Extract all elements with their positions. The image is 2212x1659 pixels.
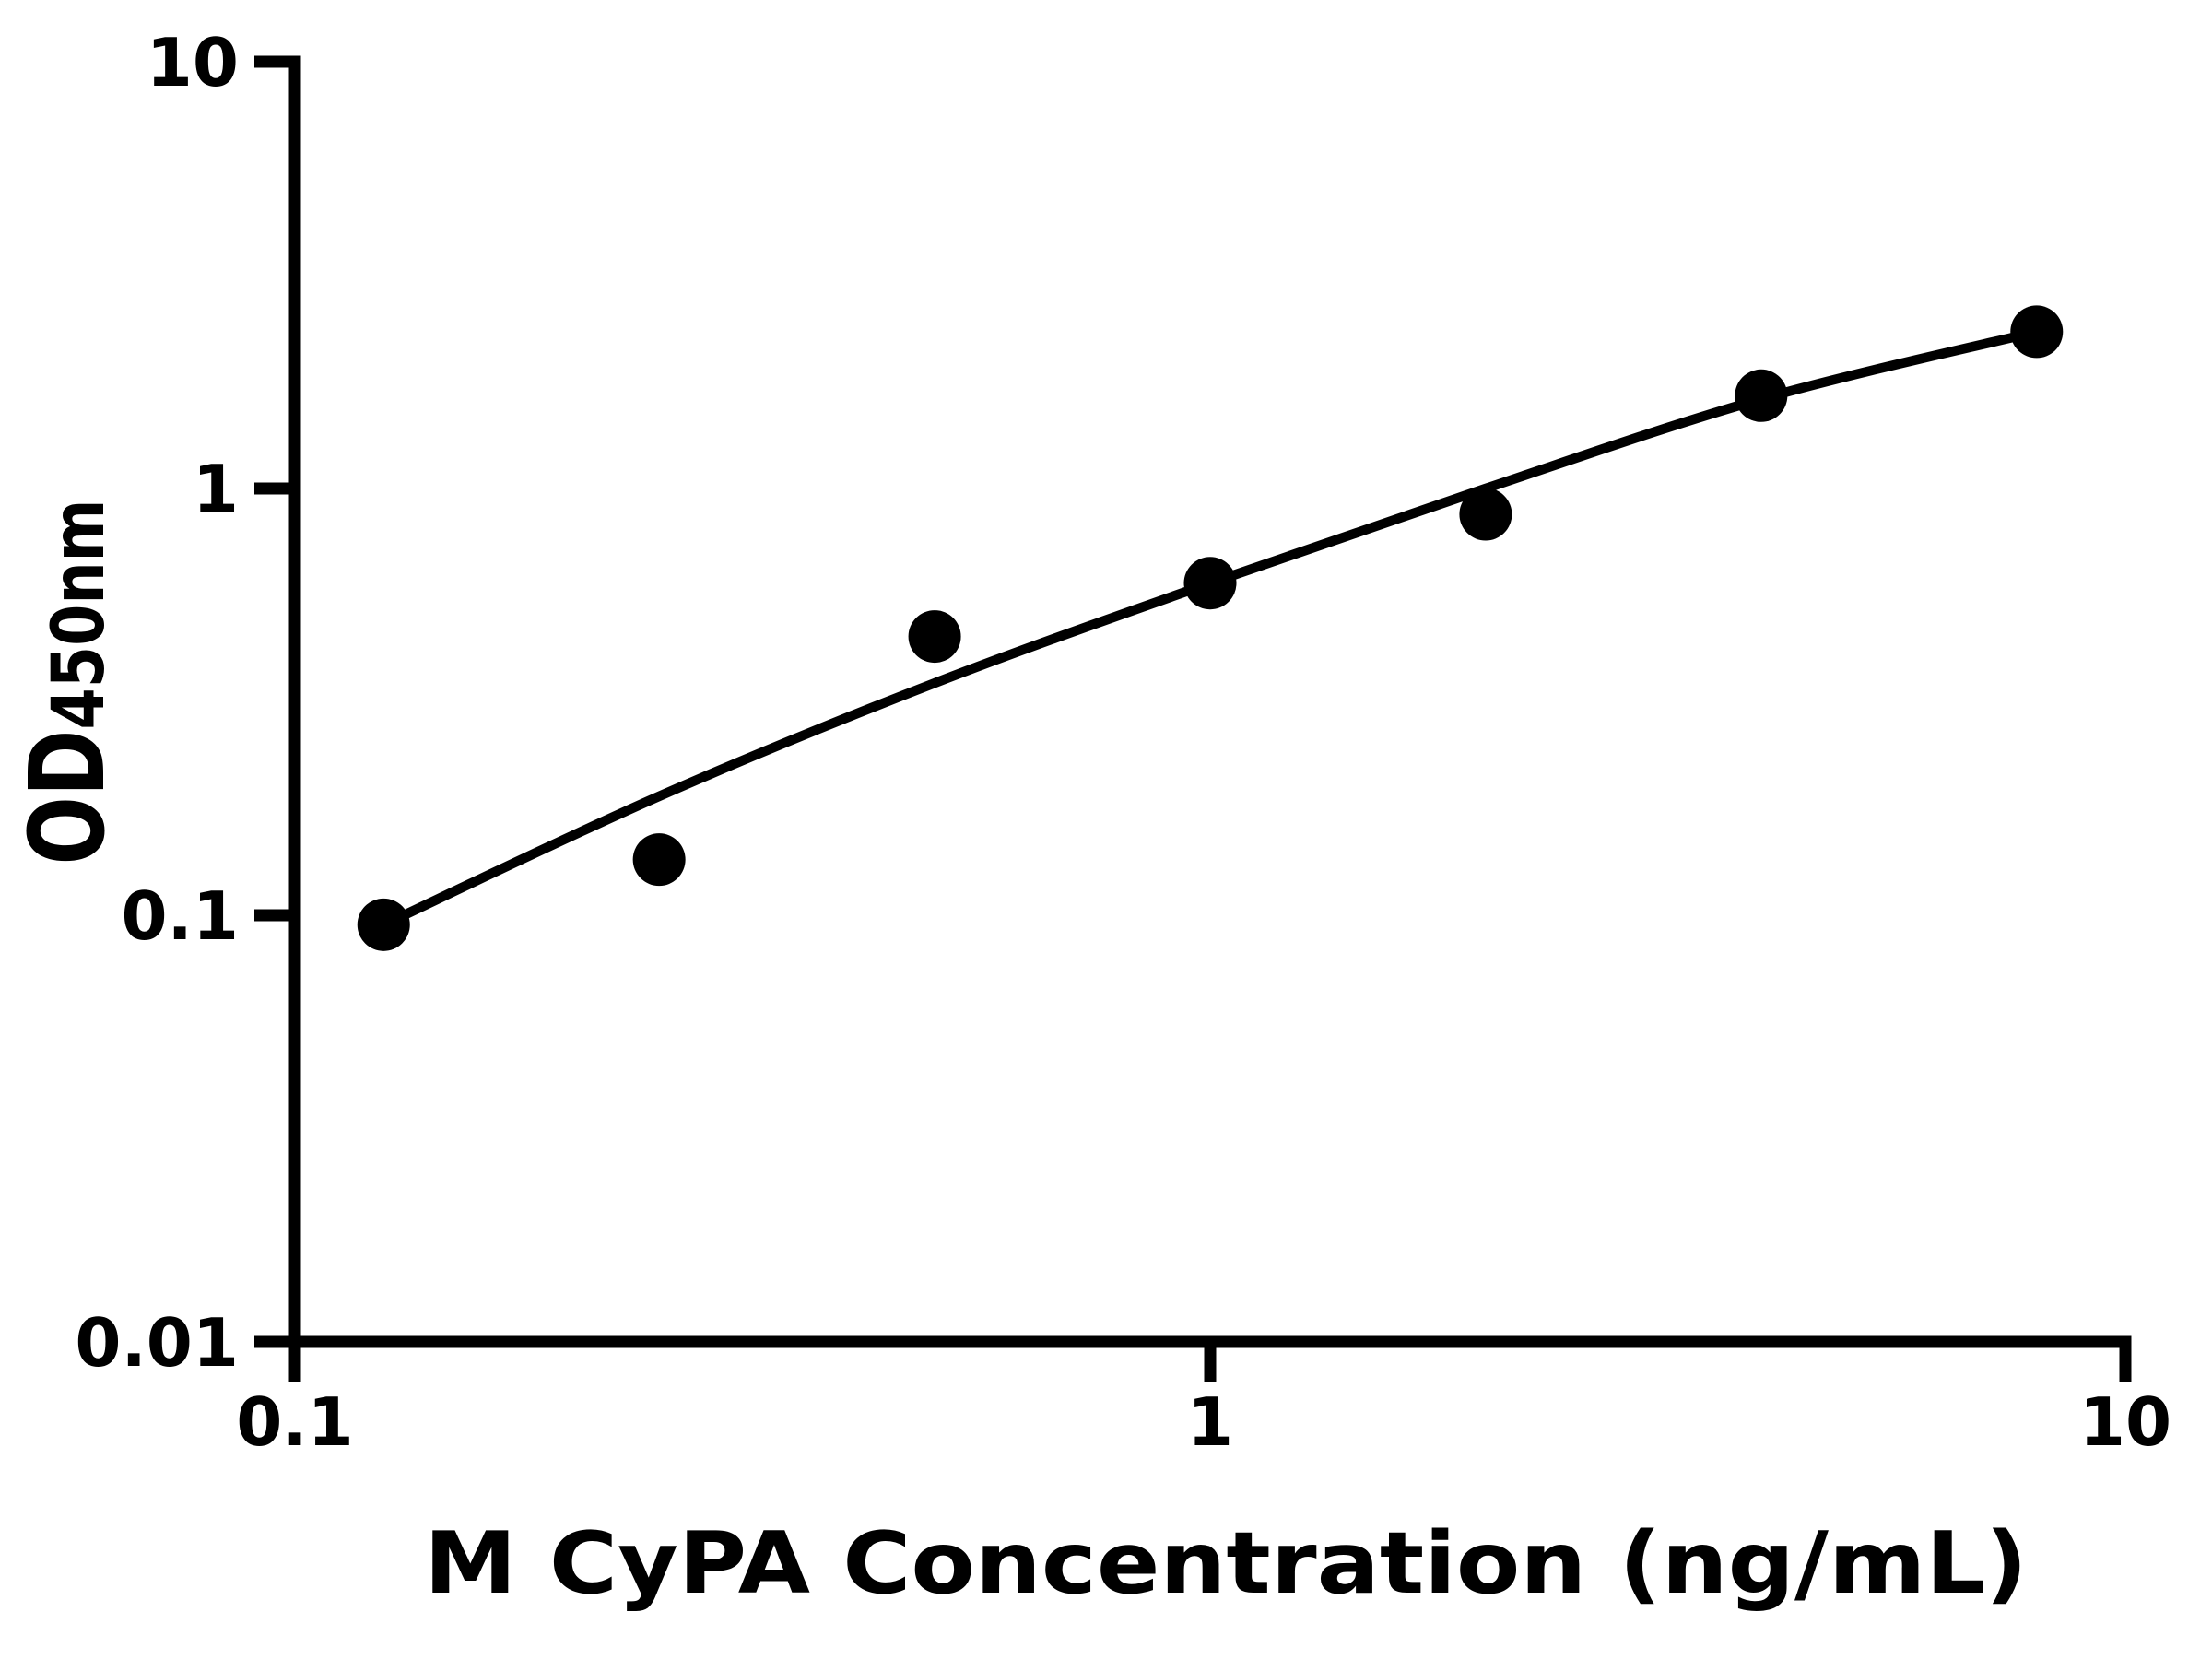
fit-curve-line	[378, 326, 2042, 930]
x-tick-label: 10	[2079, 1383, 2171, 1461]
y-tick-label: 10	[147, 24, 239, 101]
data-point	[1459, 488, 1512, 541]
x-tick-label: 0.1	[236, 1383, 354, 1461]
data-point	[1735, 369, 1788, 422]
y-axis-title: OD450nm	[8, 500, 128, 865]
y-tick-label: 0.01	[75, 1304, 239, 1382]
data-point	[908, 610, 961, 664]
x-tick-label: 1	[1187, 1383, 1233, 1461]
y-axis-title-subscript: 450nm	[38, 500, 121, 730]
x-axis-title: M CyPA Concentration (ng/mL)	[424, 1513, 2028, 1613]
y-tick-label: 0.1	[121, 877, 239, 955]
y-axis-title-main: OD	[8, 730, 128, 865]
data-point	[1183, 557, 1237, 610]
data-point	[2010, 305, 2064, 359]
data-point	[357, 898, 410, 951]
data-point	[632, 833, 686, 887]
y-tick-label: 1	[193, 451, 239, 528]
